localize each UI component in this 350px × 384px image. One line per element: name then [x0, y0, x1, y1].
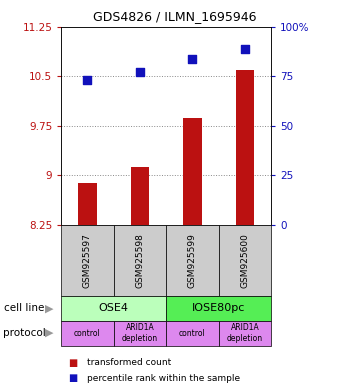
Text: transformed count: transformed count — [88, 358, 172, 367]
Text: GSM925598: GSM925598 — [135, 233, 145, 288]
Text: GSM925597: GSM925597 — [83, 233, 92, 288]
Text: ■: ■ — [68, 358, 77, 368]
Text: GSM925599: GSM925599 — [188, 233, 197, 288]
Text: ▶: ▶ — [45, 303, 53, 313]
Text: GDS4826 / ILMN_1695946: GDS4826 / ILMN_1695946 — [93, 10, 257, 23]
Bar — [78, 183, 97, 225]
Bar — [114, 225, 166, 296]
Bar — [61, 296, 166, 321]
Bar — [166, 296, 271, 321]
Bar — [183, 118, 202, 225]
Bar — [114, 321, 166, 346]
Bar — [236, 70, 254, 225]
Bar — [219, 225, 271, 296]
Bar — [61, 321, 114, 346]
Text: ARID1A
depletion: ARID1A depletion — [227, 323, 263, 343]
Text: IOSE80pc: IOSE80pc — [192, 303, 245, 313]
Text: cell line: cell line — [4, 303, 44, 313]
Bar — [166, 321, 219, 346]
Bar — [166, 225, 219, 296]
Text: ▶: ▶ — [45, 328, 53, 338]
Bar — [219, 321, 271, 346]
Text: control: control — [74, 329, 101, 338]
Text: GSM925600: GSM925600 — [240, 233, 250, 288]
Bar — [61, 225, 114, 296]
Point — [190, 55, 195, 61]
Text: ARID1A
depletion: ARID1A depletion — [122, 323, 158, 343]
Point — [137, 69, 143, 75]
Bar — [131, 167, 149, 225]
Text: OSE4: OSE4 — [99, 303, 129, 313]
Text: ■: ■ — [68, 373, 77, 383]
Text: percentile rank within the sample: percentile rank within the sample — [88, 374, 241, 383]
Text: protocol: protocol — [4, 328, 46, 338]
Point — [85, 77, 90, 83]
Text: control: control — [179, 329, 206, 338]
Point — [242, 46, 248, 52]
